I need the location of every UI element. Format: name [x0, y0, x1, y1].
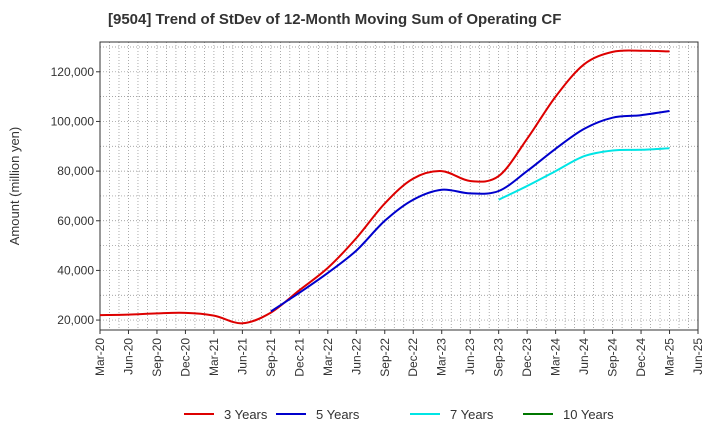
series-line-7-years [498, 147, 670, 201]
y-tick-label: 120,000 [51, 65, 95, 79]
x-tick-label: Mar-25 [663, 338, 677, 376]
x-tick-label: Sep-22 [378, 338, 392, 377]
x-tick-label: Jun-23 [463, 338, 477, 375]
y-tick-label: 80,000 [57, 164, 94, 178]
x-tick-label: Mar-24 [549, 338, 563, 376]
legend-label-10-years: 10 Years [563, 407, 614, 422]
legend-label-7-years: 7 Years [450, 407, 494, 422]
x-tick-label: Jun-25 [691, 338, 705, 375]
y-tick-label: 40,000 [57, 263, 94, 277]
x-tick-label: Mar-20 [93, 338, 107, 376]
x-tick-label: Jun-21 [235, 338, 249, 375]
chart-title: [9504] Trend of StDev of 12-Month Moving… [108, 11, 562, 28]
x-tick-label: Jun-24 [577, 338, 591, 375]
y-tick-label: 60,000 [57, 214, 94, 228]
y-axis-title: Amount (million yen) [7, 127, 22, 246]
x-tick-label: Dec-20 [178, 338, 192, 377]
x-tick-label: Jun-20 [121, 338, 135, 375]
x-tick-label: Sep-23 [492, 338, 506, 377]
y-tick-label: 100,000 [51, 114, 95, 128]
x-tick-label: Mar-21 [207, 338, 221, 376]
x-tick-label: Dec-21 [292, 338, 306, 377]
plot-frame [99, 41, 699, 331]
legend-label-3-years: 3 Years [224, 407, 268, 422]
x-tick-label: Mar-22 [321, 338, 335, 376]
x-tick-label: Dec-24 [634, 338, 648, 377]
series-line-5-years [270, 110, 670, 313]
series-line-3-years [99, 49, 670, 325]
x-tick-label: Dec-22 [406, 338, 420, 377]
x-tick-label: Dec-23 [520, 338, 534, 377]
x-tick-label: Jun-22 [349, 338, 363, 375]
x-tick-label: Mar-23 [435, 338, 449, 376]
x-tick-label: Sep-24 [606, 338, 620, 377]
x-tick-label: Sep-21 [264, 338, 278, 377]
legend-label-5-years: 5 Years [316, 407, 360, 422]
y-tick-label: 20,000 [57, 313, 94, 327]
x-tick-label: Sep-20 [150, 338, 164, 377]
